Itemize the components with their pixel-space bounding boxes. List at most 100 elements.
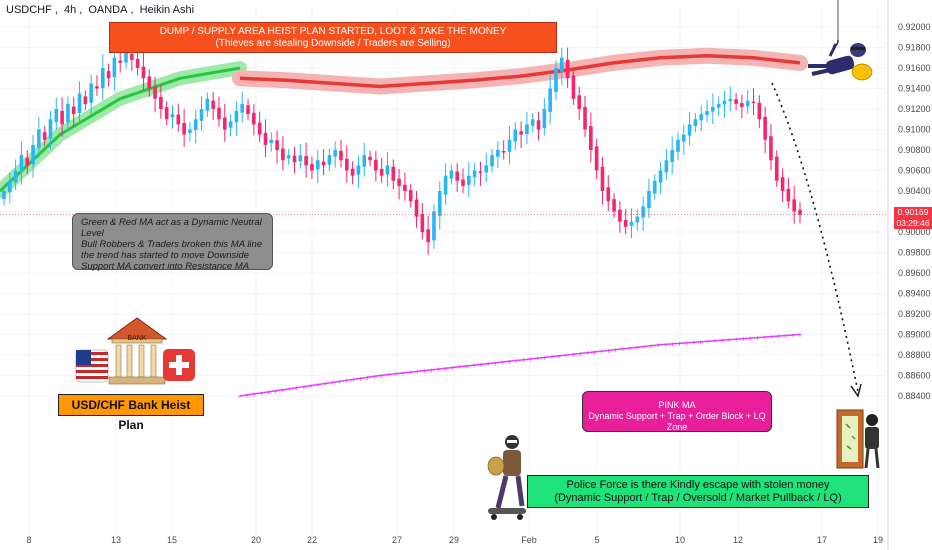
candle-body[interactable] [420, 214, 425, 232]
bank-heist-plan-label[interactable]: USD/CHF Bank Heist Plan [58, 394, 204, 432]
candle-body[interactable] [641, 206, 645, 218]
x-tick-label[interactable]: 13 [111, 535, 121, 545]
candle-body[interactable] [315, 160, 320, 170]
candle-body[interactable] [658, 170, 663, 183]
candle-body[interactable] [467, 175, 471, 185]
candle-body[interactable] [257, 122, 262, 135]
candle-body[interactable] [118, 60, 123, 63]
candle-body[interactable] [780, 177, 785, 191]
x-tick-label[interactable]: 15 [167, 535, 177, 545]
candle-body[interactable] [222, 117, 227, 130]
red-ma-line[interactable] [239, 53, 801, 89]
candle-body[interactable] [496, 150, 500, 157]
candle-body[interactable] [478, 171, 483, 173]
candle-body[interactable] [356, 165, 361, 175]
green-ma-line[interactable] [0, 66, 241, 193]
candle-body[interactable] [100, 68, 105, 89]
candle-body[interactable] [211, 100, 215, 109]
pink-ma-callout[interactable]: PINK MA Dynamic Support + Trap + Order B… [582, 391, 772, 432]
candle-body[interactable] [89, 83, 93, 103]
candle-body[interactable] [571, 75, 576, 99]
candle-body[interactable] [153, 86, 157, 99]
candle-body[interactable] [687, 124, 692, 136]
candle-body[interactable] [774, 156, 779, 181]
candle-body[interactable] [484, 165, 489, 173]
candle-body[interactable] [234, 111, 239, 123]
candle-body[interactable] [286, 155, 291, 159]
candle-body[interactable] [670, 150, 674, 163]
candle-body[interactable] [176, 114, 181, 125]
candle-body[interactable] [455, 171, 459, 181]
candle-body[interactable] [705, 111, 709, 116]
candle-body[interactable] [379, 168, 384, 176]
candle-body[interactable] [623, 219, 628, 227]
candle-body[interactable] [711, 106, 715, 112]
candle-body[interactable] [594, 146, 599, 171]
candle-body[interactable] [19, 155, 24, 173]
candle-body[interactable] [408, 190, 413, 202]
candle-body[interactable] [374, 159, 378, 171]
candle-body[interactable] [432, 211, 436, 241]
candle-body[interactable] [240, 103, 245, 113]
candle-body[interactable] [792, 199, 796, 212]
candle-body[interactable] [217, 107, 221, 120]
pink-ma-line[interactable] [239, 333, 801, 397]
candle-body[interactable] [298, 155, 303, 162]
candle-body[interactable] [159, 96, 163, 109]
candle-body[interactable] [734, 99, 738, 104]
candle-body[interactable] [130, 54, 134, 60]
x-tick-label[interactable]: 12 [733, 535, 743, 545]
candle-body[interactable] [391, 166, 396, 181]
candle-body[interactable] [327, 155, 332, 165]
candle-body[interactable] [722, 100, 727, 105]
candle-body[interactable] [745, 100, 750, 107]
x-tick-label[interactable]: 8 [26, 535, 31, 545]
candle-body[interactable] [112, 57, 117, 78]
x-tick-label[interactable]: 10 [675, 535, 685, 545]
candle-body[interactable] [740, 103, 744, 107]
candle-body[interactable] [786, 188, 791, 202]
candle-body[interactable] [461, 179, 465, 186]
candle-body[interactable] [385, 165, 390, 175]
candle-body[interactable] [716, 103, 721, 108]
candle-body[interactable] [652, 180, 657, 194]
x-tick-label[interactable]: 17 [817, 535, 827, 545]
candle-body[interactable] [693, 119, 698, 127]
candle-body[interactable] [763, 116, 767, 140]
candle-body[interactable] [25, 157, 30, 166]
candle-body[interactable] [37, 129, 41, 148]
candle-body[interactable] [193, 119, 198, 131]
candle-body[interactable] [275, 140, 279, 150]
candle-body[interactable] [728, 98, 733, 102]
x-tick-label[interactable]: 22 [307, 535, 317, 545]
candle-body[interactable] [8, 180, 12, 193]
candle-body[interactable] [252, 112, 256, 125]
candle-body[interactable] [246, 105, 250, 115]
candle-body[interactable] [48, 119, 53, 139]
candle-body[interactable] [769, 136, 773, 161]
police-force-callout[interactable]: Police Force is there Kindly escape with… [527, 475, 869, 508]
candle-body[interactable] [676, 139, 680, 152]
candle-body[interactable] [525, 124, 529, 135]
candle-body[interactable] [600, 166, 605, 191]
candle-body[interactable] [629, 221, 634, 226]
ma-note-callout[interactable]: Green & Red MA act as a Dynamic Neutral … [72, 213, 273, 272]
heist-plan-banner[interactable]: DUMP / SUPPLY AREA HEIST PLAN STARTED, L… [109, 22, 557, 53]
x-tick-label[interactable]: Feb [521, 535, 537, 545]
candle-body[interactable] [664, 160, 669, 173]
candle-body[interactable] [263, 132, 268, 145]
candle-body[interactable] [437, 191, 442, 216]
candle-body[interactable] [554, 68, 558, 93]
candle-body[interactable] [536, 120, 541, 130]
candle-body[interactable] [188, 129, 192, 133]
candle-body[interactable] [577, 95, 582, 109]
candle-body[interactable] [228, 121, 233, 128]
x-tick-label[interactable]: 19 [873, 535, 883, 545]
candle-body[interactable] [519, 131, 523, 135]
candle-body[interactable] [141, 66, 146, 79]
candle-body[interactable] [681, 134, 686, 142]
candle-body[interactable] [513, 129, 518, 142]
candle-body[interactable] [281, 148, 285, 161]
candle-body[interactable] [170, 114, 175, 118]
